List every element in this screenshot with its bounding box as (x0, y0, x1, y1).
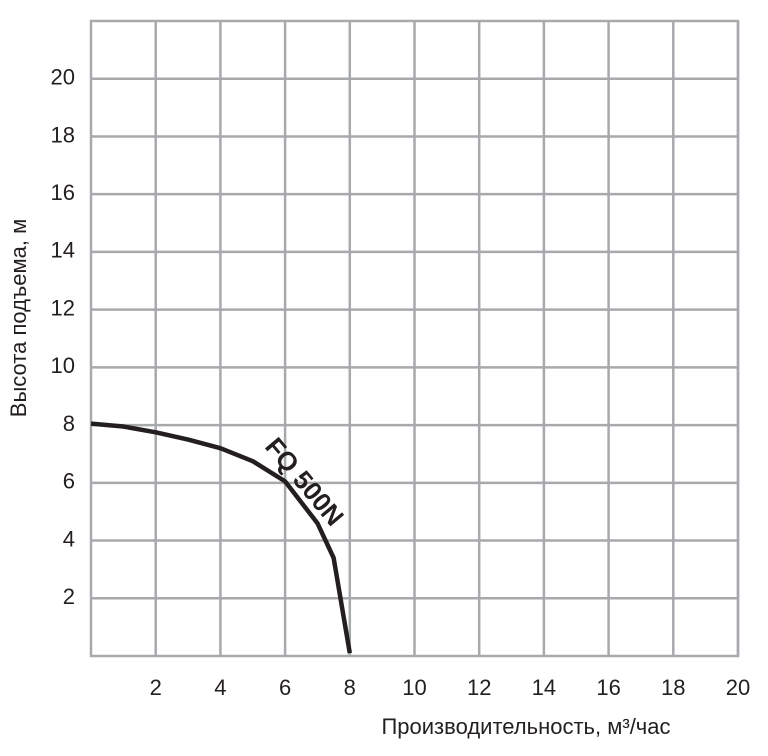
y-axis-title: Высота подъема, м (6, 219, 31, 417)
x-tick-label: 20 (726, 675, 750, 700)
curve (90, 421, 353, 654)
y-tick-label: 18 (51, 122, 75, 147)
x-tick-label: 14 (532, 675, 556, 700)
y-tick-label: 4 (63, 526, 75, 551)
x-tick-label: 18 (661, 675, 685, 700)
x-tick-label: 2 (150, 675, 162, 700)
y-tick-label: 12 (51, 295, 75, 320)
x-axis-title: Производительность, м³/час (381, 714, 670, 739)
y-tick-label: 10 (51, 353, 75, 378)
y-tick-label: 6 (63, 469, 75, 494)
x-tick-label: 4 (214, 675, 226, 700)
y-tick-label: 14 (51, 238, 75, 263)
x-tick-label: 6 (279, 675, 291, 700)
y-tick-label: 20 (51, 65, 75, 90)
x-tick-label: 16 (596, 675, 620, 700)
x-tick-label: 12 (467, 675, 491, 700)
y-tick-label: 8 (63, 411, 75, 436)
x-tick-label: 8 (344, 675, 356, 700)
x-tick-label: 10 (402, 675, 426, 700)
y-tick-label: 16 (51, 180, 75, 205)
y-tick-label: 2 (63, 584, 75, 609)
